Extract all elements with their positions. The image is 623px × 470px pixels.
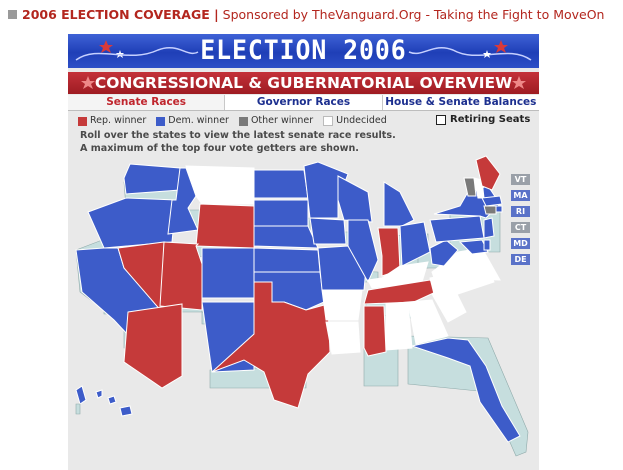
retiring-seats-label: Retiring Seats <box>450 114 531 125</box>
state-ct[interactable] <box>483 205 497 215</box>
state-or[interactable] <box>87 197 177 249</box>
state-ky[interactable] <box>367 261 429 289</box>
instruction-line-1: Roll over the states to view the latest … <box>80 130 396 141</box>
state-tn[interactable] <box>363 279 441 305</box>
banner-ornament-icon <box>75 40 532 61</box>
states <box>75 155 521 443</box>
state-ms[interactable] <box>363 305 387 357</box>
state-ne[interactable] <box>253 225 319 249</box>
state-vt[interactable] <box>463 177 477 197</box>
state-ks[interactable] <box>253 247 321 273</box>
retiring-seats-checkbox[interactable] <box>436 114 446 125</box>
state-ma[interactable] <box>481 195 503 207</box>
other-swatch <box>238 116 248 126</box>
legend-rep: Rep. winner <box>78 115 146 127</box>
state-ar[interactable] <box>321 289 363 321</box>
state-hi[interactable] <box>95 389 103 399</box>
election-map-widget: ELECTION 2006 CONGRESSIONAL & GUBERNATOR… <box>68 34 539 470</box>
state-hi-island-3[interactable] <box>119 405 133 417</box>
state-sd[interactable] <box>253 199 309 227</box>
state-al[interactable] <box>385 301 413 351</box>
state-wi[interactable] <box>337 175 373 223</box>
bullet-icon <box>8 10 17 19</box>
page-header: 2006 ELECTION COVERAGE | Sponsored by Th… <box>8 6 618 24</box>
small-state-de[interactable]: DE <box>511 254 530 265</box>
banner-subtitle: CONGRESSIONAL & GUBERNATORIAL OVERVIEW <box>94 74 513 92</box>
tab-senate-races[interactable]: Senate Races <box>68 95 225 110</box>
retiring-seats-toggle[interactable]: Retiring Seats <box>436 114 530 125</box>
state-nd[interactable] <box>253 169 309 199</box>
state-de[interactable] <box>483 239 491 251</box>
overview-banner: CONGRESSIONAL & GUBERNATORIAL OVERVIEW <box>68 72 539 94</box>
state-wy[interactable] <box>195 203 255 249</box>
state-ut[interactable] <box>159 241 203 311</box>
state-ri[interactable] <box>495 205 503 213</box>
legend-other: Other winner <box>238 115 314 127</box>
legend-label: Dem. winner <box>168 115 229 126</box>
state-tx[interactable] <box>211 281 331 409</box>
state-mt[interactable] <box>185 165 255 205</box>
state-ak[interactable] <box>75 385 87 405</box>
state-az[interactable] <box>123 303 183 389</box>
legend-undecided: Undecided <box>323 115 387 127</box>
state-mi[interactable] <box>383 181 415 227</box>
state-ia[interactable] <box>309 217 347 245</box>
state-md[interactable] <box>458 239 489 255</box>
small-state-ct[interactable]: CT <box>511 222 530 233</box>
state-nj[interactable] <box>483 217 495 239</box>
legend-dem: Dem. winner <box>156 115 229 127</box>
tab-house-senate-balances[interactable]: House & Senate Balances <box>381 95 539 110</box>
legend-label: Rep. winner <box>90 115 147 126</box>
map-legend: Rep. winner Dem. winner Other winner Und… <box>78 115 387 127</box>
state-ga[interactable] <box>407 299 449 345</box>
state-wa[interactable] <box>123 163 181 195</box>
election-banner: ELECTION 2006 <box>68 34 539 68</box>
legend-label: Undecided <box>336 115 387 126</box>
sponsor-link[interactable]: Sponsored by TheVanguard.Org - Taking th… <box>222 7 605 22</box>
state-co[interactable] <box>201 247 255 299</box>
small-states-list: VT MA RI CT MD DE <box>511 174 531 270</box>
banner-title: ELECTION 2006 <box>200 35 407 66</box>
small-state-md[interactable]: MD <box>511 238 530 249</box>
state-la[interactable] <box>325 321 361 355</box>
dem-swatch <box>156 116 166 126</box>
undecided-swatch <box>323 116 334 126</box>
instruction-line-2: A maximum of the top four vote getters a… <box>80 142 359 154</box>
state-il[interactable] <box>347 219 379 284</box>
instructions: Roll over the states to view the latest … <box>80 130 410 155</box>
state-fl[interactable] <box>410 337 521 443</box>
small-state-ma[interactable]: MA <box>511 190 530 201</box>
small-state-vt[interactable]: VT <box>511 174 530 185</box>
state-hi-island-2[interactable] <box>107 395 117 405</box>
us-map: .st { stroke:#ffffff; stroke-width:1; cu… <box>75 155 529 457</box>
small-state-ri[interactable]: RI <box>511 206 530 217</box>
state-me[interactable] <box>475 155 501 191</box>
state-pa[interactable] <box>429 215 485 243</box>
legend-label: Other winner <box>250 115 314 126</box>
tab-bar: Senate Races Governor Races House & Sena… <box>68 95 539 111</box>
rep-swatch <box>78 116 87 126</box>
tab-governor-races[interactable]: Governor Races <box>224 95 381 110</box>
star-icon <box>81 76 526 89</box>
header-title: 2006 ELECTION COVERAGE | <box>22 7 219 22</box>
